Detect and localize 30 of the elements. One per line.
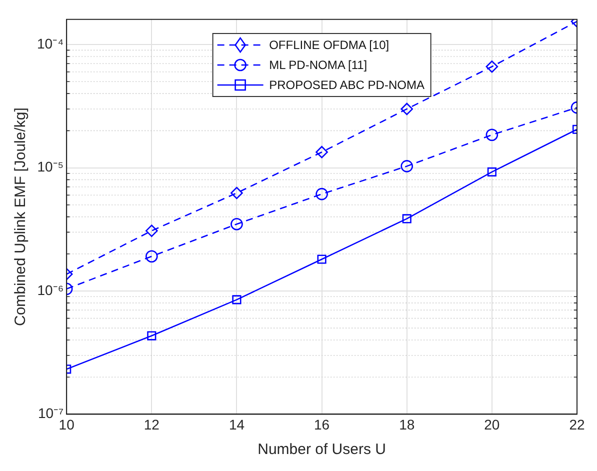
y-tick-label: 10⁻⁴ xyxy=(36,35,64,52)
point xyxy=(316,188,328,200)
point xyxy=(317,254,326,264)
x-tick-label: 20 xyxy=(484,416,500,432)
point xyxy=(146,224,158,237)
x-tick-label: 10 xyxy=(58,416,75,432)
point xyxy=(400,102,414,116)
x-tick-label: 22 xyxy=(569,416,585,432)
point xyxy=(146,250,158,263)
point xyxy=(147,331,156,340)
x-tick-label: 14 xyxy=(228,416,245,432)
point xyxy=(316,146,328,158)
x-axis-title: Number of Users U xyxy=(258,441,386,458)
legend-label: PROPOSED ABC PD-NOMA xyxy=(269,78,424,92)
y-tick-label: 10⁻⁶ xyxy=(37,282,64,298)
x-tick-label: 16 xyxy=(314,416,330,432)
point xyxy=(402,214,412,224)
point xyxy=(487,167,496,176)
legend-label: OFFLINE OFDMA [10] xyxy=(269,38,390,52)
point xyxy=(400,160,414,172)
x-tick-label: 12 xyxy=(144,416,160,432)
point xyxy=(486,60,498,73)
y-tick-label: 10⁻⁵ xyxy=(37,158,64,175)
point xyxy=(232,295,242,304)
point xyxy=(486,128,498,141)
legend-label: ML PD-NOMA [11] xyxy=(269,58,368,72)
point xyxy=(230,218,243,230)
y-axis-title: Combined Uplink EMF [Joule/kg] xyxy=(12,108,30,326)
point xyxy=(230,186,243,200)
x-tick-label: 18 xyxy=(399,416,415,432)
